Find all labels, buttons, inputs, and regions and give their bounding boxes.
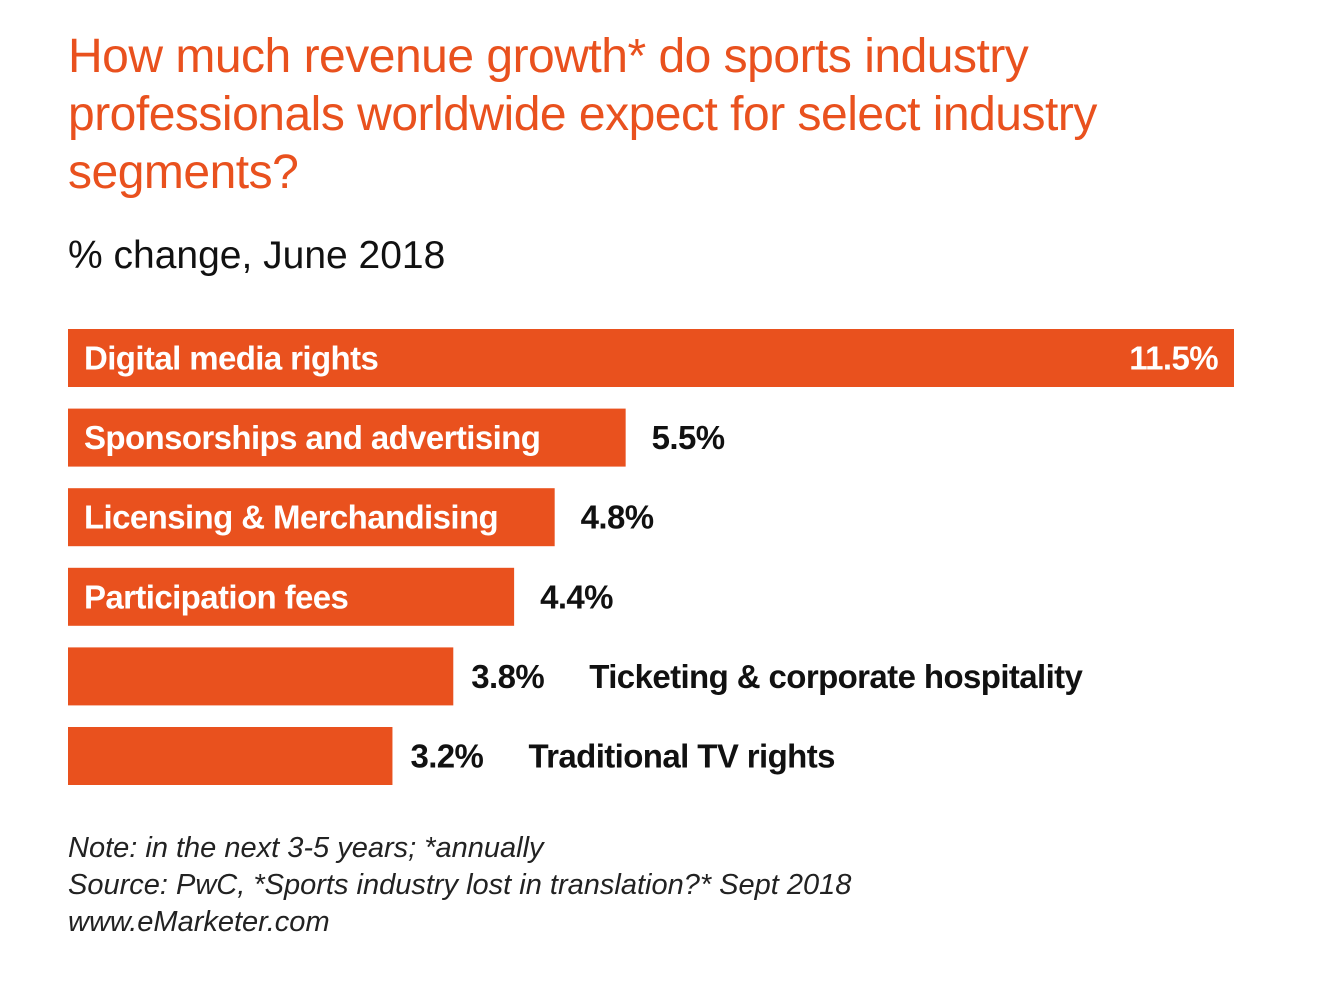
bar-label-sponsorships-and-advertising: Sponsorships and advertising — [84, 419, 540, 456]
bar-participation-fees — [68, 567, 515, 626]
bar-label-participation-fees: Participation fees — [84, 578, 348, 615]
footnote-site: www.eMarketer.com — [68, 906, 330, 938]
bar-value-sponsorships-and-advertising: 5.5% — [652, 419, 725, 456]
bar-licensing-merchandising — [68, 488, 555, 547]
bar-value-participation-fees: 4.4% — [540, 578, 613, 615]
bar-value-ticketing-corporate-hospitality: 3.8% — [471, 658, 544, 695]
footnote-note: Note: in the next 3-5 years; *annually — [68, 832, 544, 864]
footnotes: Note: in the next 3-5 years; *annually S… — [68, 830, 851, 941]
chart-subtitle: % change, June 2018 — [68, 234, 446, 277]
bar-traditional-tv-rights — [68, 727, 393, 785]
bar-sponsorships-and-advertising — [68, 408, 626, 467]
bar-label-traditional-tv-rights: Traditional TV rights — [528, 738, 834, 775]
chart-title: How much revenue growth* do sports indus… — [68, 30, 1097, 199]
bar-value-digital-media-rights: 11.5% — [1129, 340, 1218, 377]
bar-value-licensing-merchandising: 4.8% — [581, 499, 654, 536]
footnote-source: Source: PwC, *Sports industry lost in tr… — [68, 869, 852, 901]
bar-label-ticketing-corporate-hospitality: Ticketing & corporate hospitality — [589, 658, 1083, 695]
bar-ticketing-corporate-hospitality — [68, 647, 454, 706]
bar-label-licensing-merchandising: Licensing & Merchandising — [84, 499, 498, 536]
bar-value-traditional-tv-rights: 3.2% — [410, 738, 483, 775]
bar-label-digital-media-rights: Digital media rights — [84, 340, 378, 377]
bar-digital-media-rights — [68, 329, 1234, 387]
